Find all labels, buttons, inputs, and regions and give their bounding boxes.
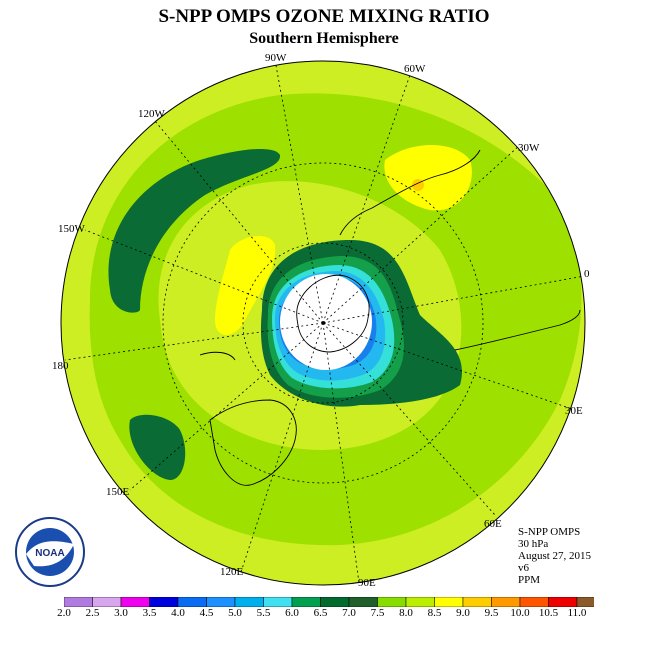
colorbar-tick-label: 8.5 [427,607,442,619]
colorbar-swatch [405,597,435,607]
lon-label-60w: 60W [404,63,426,75]
colorbar-swatch [263,597,293,607]
lon-label-30w: 30W [518,142,540,154]
lon-label-90e: 90E [358,577,376,589]
colorbar-tick-label: 7.5 [370,607,385,619]
colorbar-tick-label: 9.5 [484,607,499,619]
colorbar-tick-label: 5.0 [228,607,242,619]
colorbar-swatch [519,597,549,607]
colorbar-tick-label: 3.5 [142,607,157,619]
colorbar-swatch [149,597,179,607]
lon-label-150w: 150W [58,223,85,235]
lon-label-150e: 150E [106,486,130,498]
colorbar-tick-label: 10.5 [538,607,559,619]
dark-green-arc-2 [129,414,186,480]
lon-label-60e: 60E [484,518,502,530]
africa-coast [454,309,581,351]
dark-green-arc-1 [108,148,281,313]
nz-coast [199,351,236,361]
colorbar-tick-label: 4.5 [199,607,214,619]
colorbar-tick-label: 8.0 [399,607,413,619]
colorbar-tick-label: 6.0 [285,607,299,619]
info-date: August 27, 2015 [518,550,592,562]
colorbar-tick-label: 6.5 [313,607,328,619]
colorbar-tick-label: 7.0 [342,607,356,619]
colorbar-swatch [291,597,321,607]
info-level: 30 hPa [518,538,549,550]
yellow-patch-1 [384,145,472,211]
map-title: S-NPP OMPS OZONE MIXING RATIO [158,6,490,27]
colorbar-swatch [64,597,93,607]
yellow-patch-2 [215,235,276,335]
colorbar-swatch [491,597,521,607]
map-border [60,60,586,586]
colorbar-tick-label: 11.0 [567,607,587,619]
colorbar-tick-label: 2.0 [57,607,71,619]
colorbar-tick-label: 4.0 [171,607,185,619]
map-subtitle: Southern Hemisphere [249,30,399,47]
colorbar-swatch [576,597,594,607]
colorbar-swatch [120,597,150,607]
colorbar-swatch [320,597,350,607]
logo-text: NOAA [35,548,64,559]
coastlines [199,149,581,486]
colorbar-tick-label: 2.5 [85,607,100,619]
ozone-field [61,61,585,585]
antarctica-coast [296,274,370,353]
lon-label-180: 180 [52,360,69,372]
noaa-logo: NOAA [15,517,85,587]
pole-marker [322,321,326,325]
lon-label-90w: 90W [265,52,287,64]
colorbar-swatch [92,597,122,607]
colorbar-swatch [462,597,492,607]
south-america-coast [339,149,481,236]
colorbar-tick-label: 10.0 [510,607,530,619]
australia-coast [209,399,297,486]
graticule [64,61,585,585]
lon-label-30e: 30E [565,405,583,417]
colorbar-tick-label: 9.0 [456,607,470,619]
colorbar-swatch [434,597,464,607]
info-units: PPM [518,574,541,586]
info-version: v6 [518,562,529,574]
colorbar-swatch [377,597,407,607]
colorbar-swatch [177,597,207,607]
colorbar-tick-label: 5.5 [256,607,271,619]
colorbar-tick-label: 3.0 [114,607,128,619]
colorbar-swatch [548,597,578,607]
colorbar-swatch [348,597,378,607]
lon-label-120w: 120W [138,108,165,120]
info-instrument: S-NPP OMPS [518,526,581,538]
lon-label-0: 0 [584,268,590,280]
colorbar-swatch [206,597,236,607]
colorbar-swatch [234,597,264,607]
lon-label-120e: 120E [220,566,244,578]
colorbar [64,597,594,607]
